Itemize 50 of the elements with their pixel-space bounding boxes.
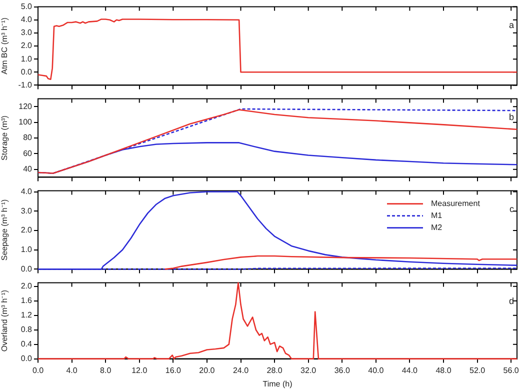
x-tick-label: 12.0 xyxy=(132,366,148,375)
y-tick-label: 4.0 xyxy=(20,15,33,24)
y-tick-label: 4.0 xyxy=(20,186,33,196)
y-tick-label: 2.0 xyxy=(20,282,33,291)
legend-label: M2 xyxy=(431,223,443,232)
y-tick-label: 1.6 xyxy=(20,296,33,306)
y-tick-label: 0.0 xyxy=(20,67,33,76)
annotation: b xyxy=(508,112,514,122)
x-tick-label: 40.0 xyxy=(368,366,384,375)
y-tick-label: 1.2 xyxy=(20,310,33,320)
y-tick-label: 60 xyxy=(23,148,33,158)
y-tick-label: 0.0 xyxy=(20,264,33,274)
x-tick-label: 0.0 xyxy=(32,366,44,375)
x-tick-label: 36.0 xyxy=(334,366,350,375)
x-tick-label: 28.0 xyxy=(266,366,283,375)
x-tick-label: 52.0 xyxy=(470,366,486,375)
annotation: d xyxy=(508,296,514,306)
x-tick-label: 8.0 xyxy=(100,366,112,375)
legend-label: M1 xyxy=(431,211,443,220)
x-tick-label: 4.0 xyxy=(66,366,78,375)
x-tick-label: 16.0 xyxy=(165,366,182,375)
legend-label: Measurement xyxy=(431,199,481,208)
annotation: c xyxy=(510,204,514,214)
y-tick-label: 80 xyxy=(23,133,33,142)
y-tick-label: 1.0 xyxy=(20,245,33,254)
y-axis-title: Seepage (m³ h⁻¹) xyxy=(0,199,10,261)
x-tick-label: 24.0 xyxy=(232,366,250,375)
y-tick-label: 0.4 xyxy=(20,340,33,349)
x-tick-label: 32.0 xyxy=(300,366,317,375)
y-tick-label: 3.0 xyxy=(20,206,33,216)
y-axis-title: Atm BC (m³ h⁻¹) xyxy=(0,17,10,74)
x-tick-label: 48.0 xyxy=(436,366,452,375)
x-axis-title: Time (h) xyxy=(262,379,293,388)
y-axis-title: Overland (m³ h⁻¹) xyxy=(0,290,10,352)
y-tick-label: 1.0 xyxy=(20,54,33,64)
y-tick-label: 2.0 xyxy=(20,226,33,235)
y-tick-label: 0.8 xyxy=(20,325,33,334)
x-tick-label: 44.0 xyxy=(402,366,418,375)
y-tick-label: 0.0 xyxy=(20,354,33,364)
y-tick-label: -1.0 xyxy=(18,80,33,90)
y-axis-title: Storage (m³) xyxy=(0,115,10,160)
y-tick-label: 3.0 xyxy=(20,28,33,38)
y-tick-label: 5.0 xyxy=(20,2,33,12)
x-tick-label: 56.0 xyxy=(503,366,520,375)
annotation: a xyxy=(508,20,514,30)
y-tick-label: 100 xyxy=(18,118,33,127)
x-tick-label: 20.0 xyxy=(199,366,216,375)
y-tick-label: 120 xyxy=(18,102,33,111)
y-tick-label: 40 xyxy=(23,164,33,174)
y-tick-label: 2.0 xyxy=(20,41,33,50)
